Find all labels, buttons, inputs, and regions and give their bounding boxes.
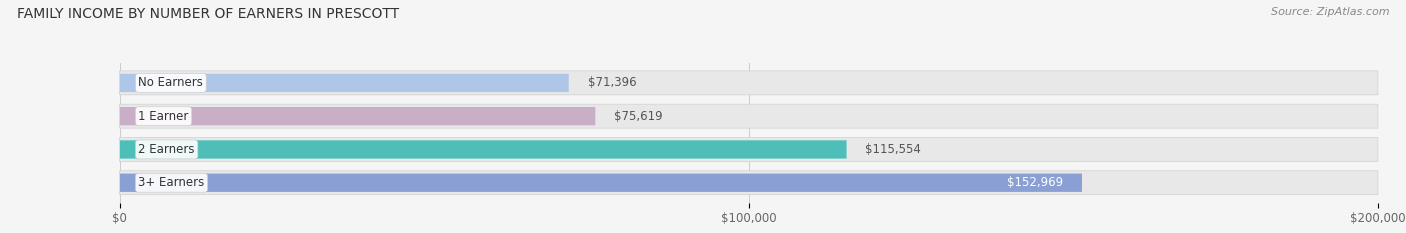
Text: $71,396: $71,396: [588, 76, 637, 89]
FancyBboxPatch shape: [120, 104, 1378, 128]
Text: 1 Earner: 1 Earner: [138, 110, 188, 123]
FancyBboxPatch shape: [120, 107, 595, 125]
FancyBboxPatch shape: [120, 140, 846, 159]
FancyBboxPatch shape: [120, 71, 1378, 95]
Text: Source: ZipAtlas.com: Source: ZipAtlas.com: [1271, 7, 1389, 17]
Text: No Earners: No Earners: [138, 76, 204, 89]
Text: $75,619: $75,619: [614, 110, 662, 123]
Text: $152,969: $152,969: [1007, 176, 1063, 189]
Text: 2 Earners: 2 Earners: [138, 143, 195, 156]
Text: FAMILY INCOME BY NUMBER OF EARNERS IN PRESCOTT: FAMILY INCOME BY NUMBER OF EARNERS IN PR…: [17, 7, 399, 21]
Text: 3+ Earners: 3+ Earners: [138, 176, 205, 189]
FancyBboxPatch shape: [120, 137, 1378, 161]
FancyBboxPatch shape: [120, 74, 568, 92]
FancyBboxPatch shape: [120, 171, 1378, 195]
FancyBboxPatch shape: [120, 174, 1083, 192]
Text: $115,554: $115,554: [866, 143, 921, 156]
